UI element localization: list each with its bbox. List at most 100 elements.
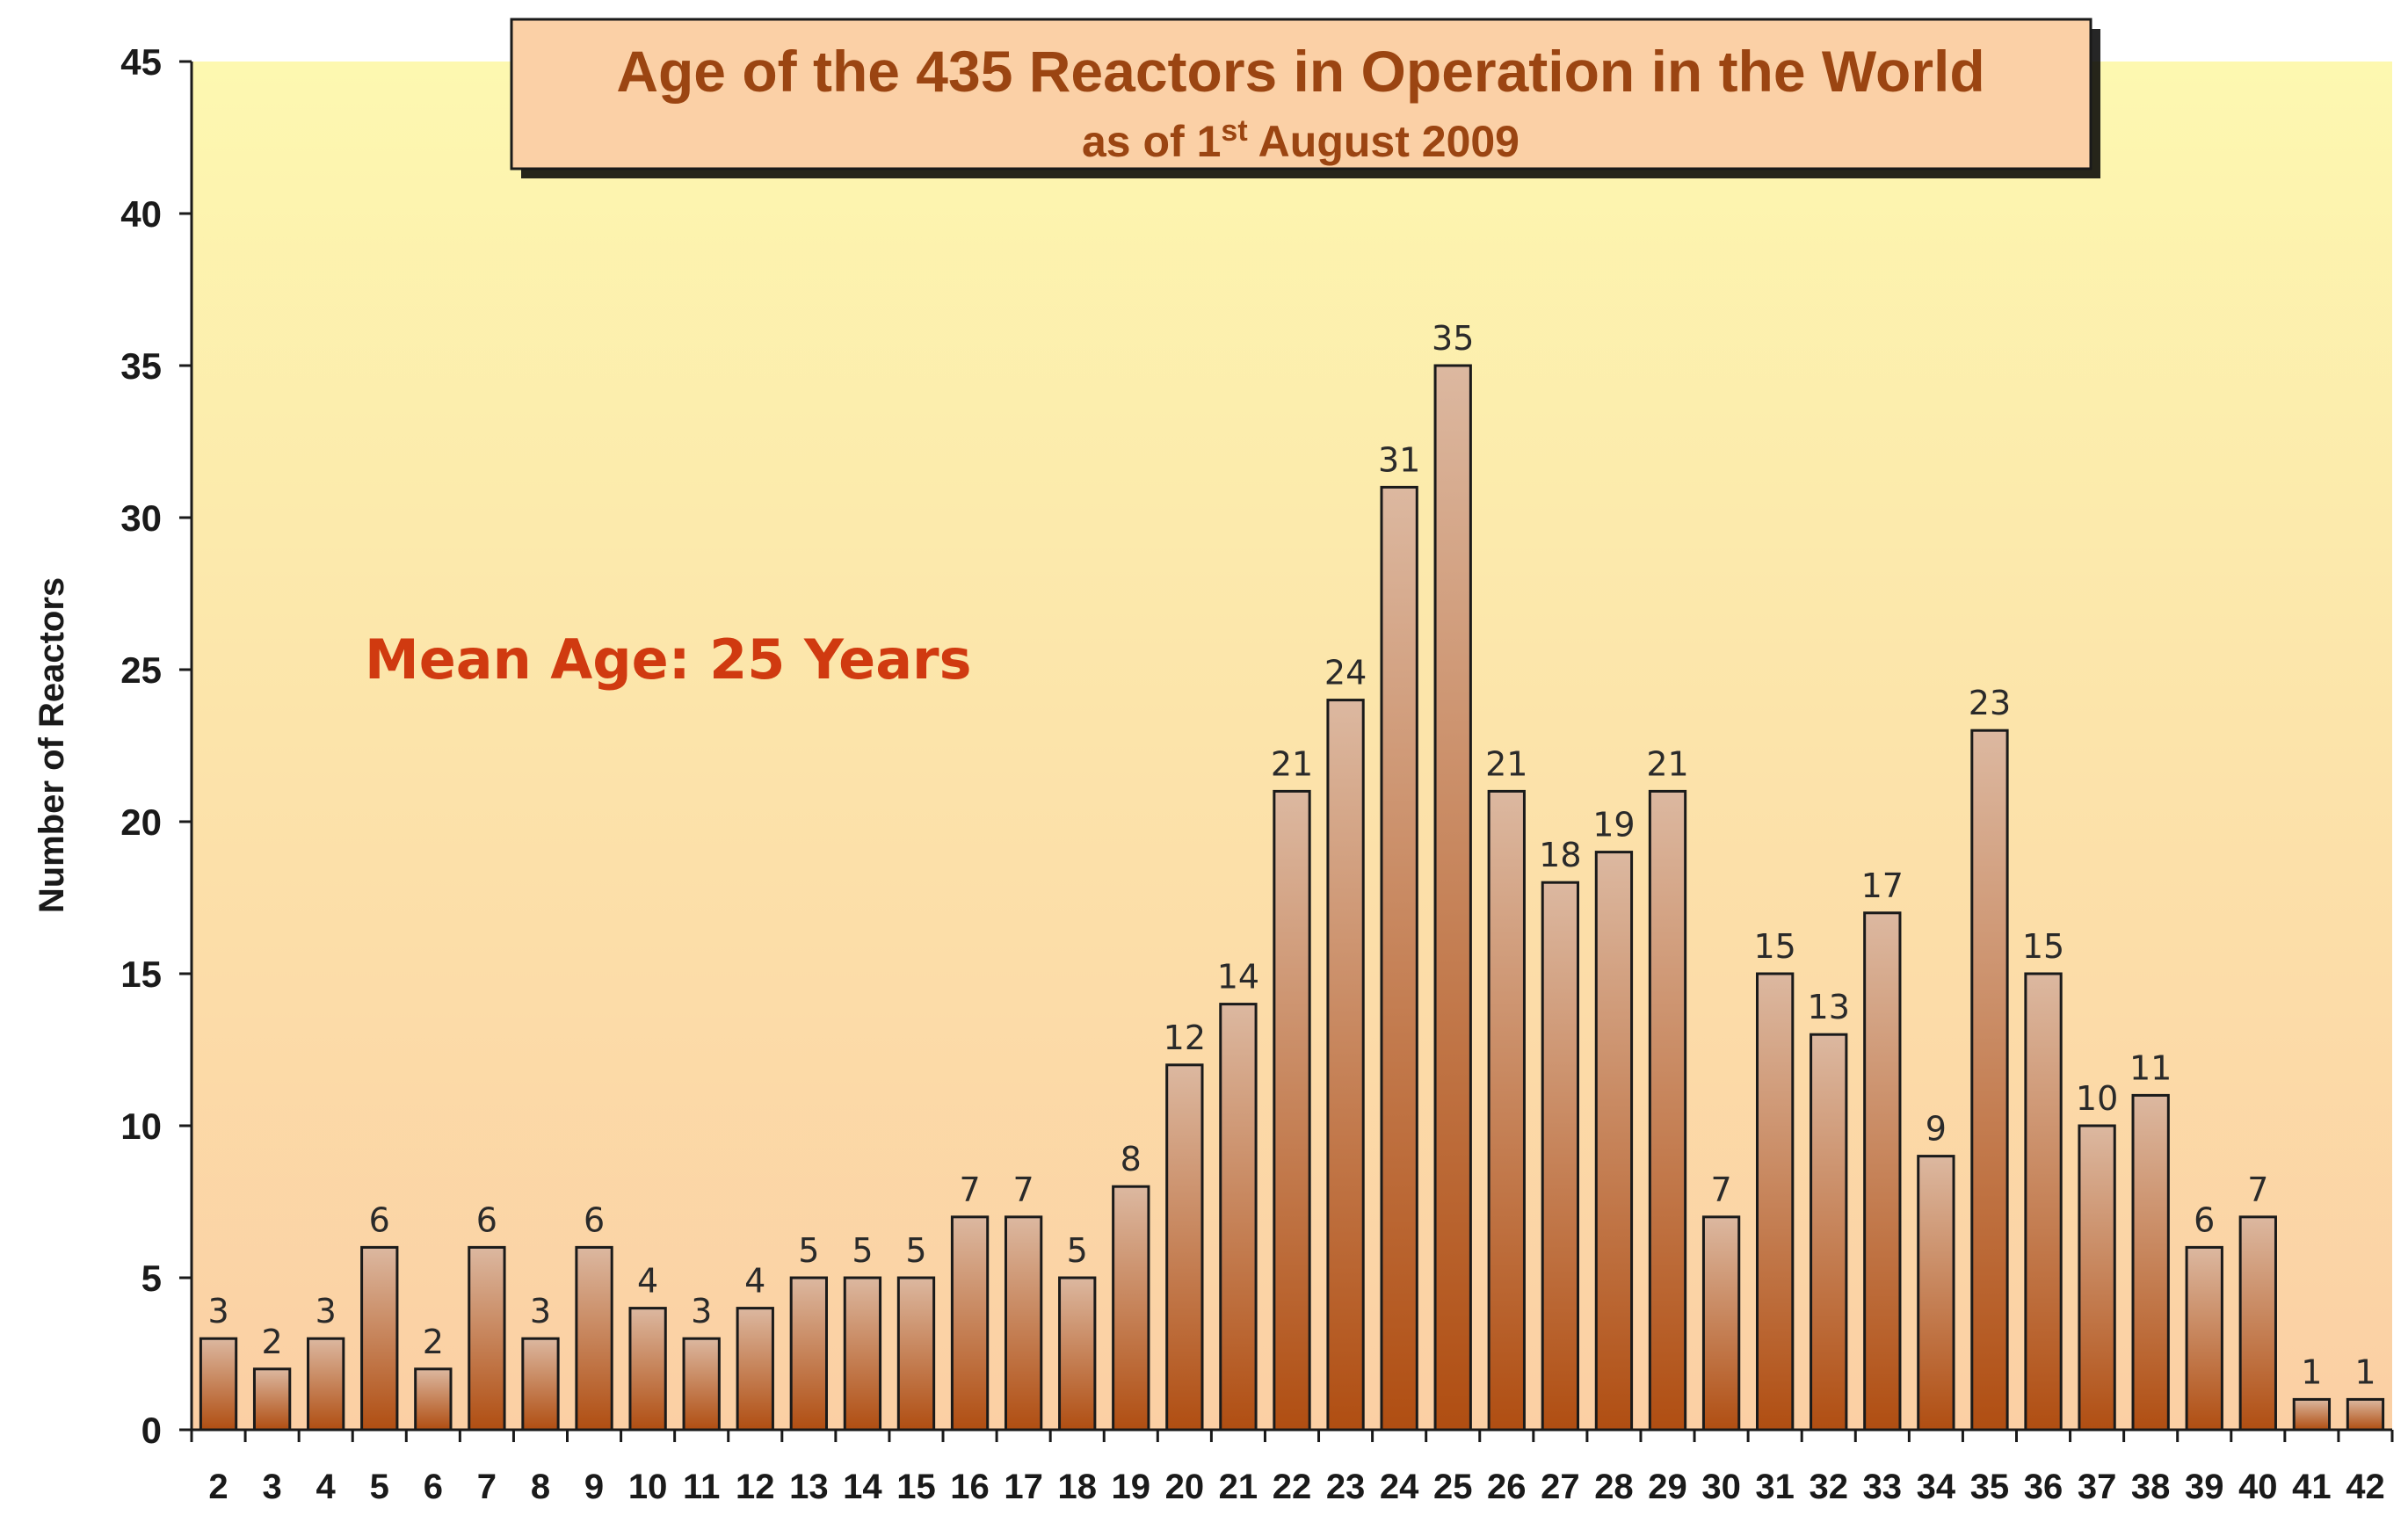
- x-tick-label: 38: [2131, 1468, 2171, 1506]
- x-tick-labels: 2 3 4 5 6 7 8 9 10 11 12 13 14 15 16 17 18 19 20 21 22 23 24 25…: [208, 1468, 2384, 1506]
- data-label: 7: [1710, 1171, 1731, 1209]
- bar: [252, 1367, 292, 1432]
- bar: [950, 1215, 990, 1432]
- bar: [1648, 789, 1687, 1432]
- data-label: 21: [1271, 744, 1313, 783]
- x-tick-label: 35: [1970, 1468, 2010, 1506]
- x-tick-label: 16: [950, 1468, 990, 1506]
- bar: [628, 1307, 667, 1432]
- data-label: 6: [2194, 1200, 2215, 1239]
- data-label: 12: [1164, 1019, 1206, 1057]
- bar: [2078, 1124, 2116, 1432]
- data-label: 7: [2247, 1171, 2268, 1209]
- x-tick-label: 26: [1487, 1468, 1527, 1506]
- x-tick-label: 23: [1326, 1468, 1366, 1506]
- x-tick-label: 28: [1594, 1468, 1634, 1506]
- data-label: 3: [316, 1292, 337, 1330]
- data-label: 3: [691, 1292, 712, 1330]
- x-tick-label: 17: [1004, 1468, 1043, 1506]
- x-tick-label: 7: [477, 1468, 497, 1506]
- data-label: 24: [1324, 654, 1367, 692]
- bar: [843, 1276, 882, 1432]
- data-label: 7: [959, 1171, 980, 1209]
- data-label: 19: [1592, 806, 1635, 845]
- data-label: 35: [1432, 319, 1474, 358]
- bar: [1917, 1155, 1955, 1432]
- bar: [1058, 1276, 1097, 1432]
- x-tick-label: 13: [789, 1468, 829, 1506]
- y-tick-label: 35: [120, 345, 162, 387]
- bar: [575, 1245, 613, 1432]
- data-label: 5: [798, 1231, 819, 1270]
- x-tick-label: 21: [1219, 1468, 1258, 1506]
- x-tick-label: 42: [2346, 1468, 2385, 1506]
- data-label: 11: [2129, 1048, 2172, 1087]
- x-tick-label: 27: [1541, 1468, 1580, 1506]
- data-label: 4: [744, 1262, 765, 1301]
- x-tick-label: 10: [628, 1468, 668, 1506]
- x-tick-label: 14: [843, 1468, 882, 1506]
- data-label: 6: [476, 1200, 497, 1239]
- x-tick-label: 41: [2292, 1468, 2332, 1506]
- bars: [199, 364, 2385, 1432]
- chart-subtitle-main: as of 1: [1082, 117, 1221, 166]
- x-tick-label: 11: [683, 1468, 720, 1506]
- bar: [1701, 1215, 1741, 1432]
- bar: [414, 1367, 453, 1432]
- bar: [1594, 851, 1634, 1432]
- bar: [199, 1337, 238, 1432]
- bar: [1273, 789, 1311, 1432]
- data-label: 8: [1121, 1140, 1142, 1178]
- x-tick-label: 37: [2078, 1468, 2117, 1506]
- data-label: 5: [1067, 1231, 1088, 1270]
- data-label: 4: [637, 1262, 658, 1301]
- y-tick-label: 15: [120, 953, 162, 995]
- bar: [1487, 789, 1526, 1432]
- data-label: 10: [2076, 1079, 2118, 1118]
- bar: [2185, 1245, 2223, 1432]
- data-label: 17: [1861, 866, 1904, 905]
- data-label: 13: [1808, 988, 1850, 1026]
- x-tick-label: 31: [1755, 1468, 1795, 1506]
- title-box: Age of the 435 Reactors in Operation in …: [510, 18, 2100, 178]
- bar: [1326, 699, 1365, 1432]
- data-label: 1: [2301, 1352, 2322, 1391]
- y-tick-label: 20: [120, 801, 162, 843]
- data-label: 9: [1926, 1110, 1947, 1149]
- data-label: 2: [423, 1323, 444, 1361]
- data-label: 23: [1969, 684, 2011, 722]
- bar: [789, 1276, 828, 1432]
- x-tick-label: 4: [316, 1468, 337, 1506]
- bar: [896, 1276, 936, 1432]
- y-tick-label: 5: [141, 1258, 162, 1299]
- y-tick-label: 45: [120, 41, 162, 83]
- bar: [1970, 729, 2009, 1432]
- x-tick-label: 25: [1433, 1468, 1473, 1506]
- x-tick-label: 3: [262, 1468, 281, 1506]
- bar: [2238, 1215, 2277, 1432]
- x-tick-label: 5: [370, 1468, 389, 1506]
- data-label: 3: [530, 1292, 551, 1330]
- bar: [2292, 1397, 2332, 1432]
- x-tick-label: 6: [424, 1468, 443, 1506]
- x-tick-label: 12: [736, 1468, 775, 1506]
- x-tick-label: 15: [896, 1468, 936, 1506]
- data-label: 6: [369, 1200, 390, 1239]
- x-tick-label: 20: [1165, 1468, 1205, 1506]
- x-tick-label: 29: [1648, 1468, 1687, 1506]
- x-tick-label: 9: [584, 1468, 604, 1506]
- chart-subtitle-superscript: st: [1221, 114, 1247, 148]
- y-tick-label: 25: [120, 649, 162, 691]
- x-tick-label: 40: [2238, 1468, 2278, 1506]
- y-axis-title: Number of Reactors: [33, 577, 71, 913]
- data-label: 3: [207, 1292, 228, 1330]
- bar: [307, 1337, 345, 1432]
- x-tick-label: 32: [1809, 1468, 1848, 1506]
- data-label: 18: [1539, 836, 1581, 874]
- x-tick-label: 8: [531, 1468, 550, 1506]
- chart-subtitle-rest: August 2009: [1248, 117, 1520, 166]
- y-tick-label: 0: [141, 1410, 162, 1451]
- bar: [1004, 1215, 1043, 1432]
